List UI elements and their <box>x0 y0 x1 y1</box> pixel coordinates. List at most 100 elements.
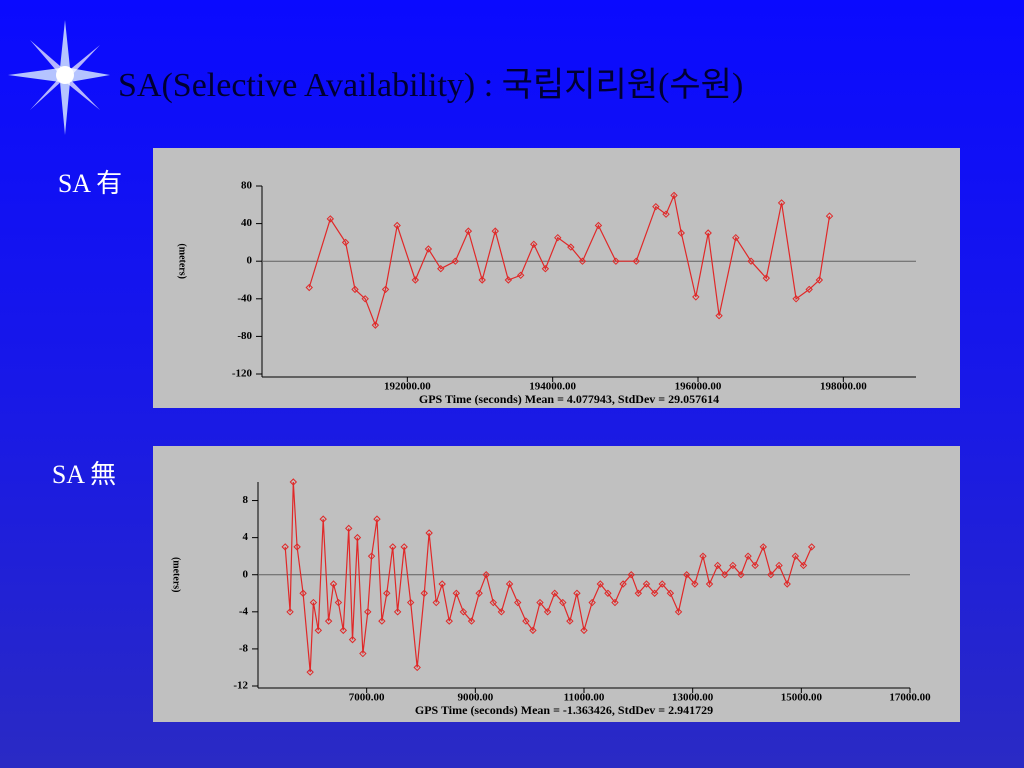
point-marker <box>305 283 313 292</box>
point-marker <box>339 626 348 635</box>
point-marker <box>373 515 381 523</box>
x-tick-label: 9000.00 <box>457 692 493 704</box>
point-marker <box>732 233 740 242</box>
point-marker <box>314 626 323 635</box>
point-marker <box>580 626 588 635</box>
point-marker <box>361 295 369 303</box>
point-marker <box>775 561 783 570</box>
point-marker <box>670 191 678 200</box>
x-axis-label: GPS Time (seconds) Mean = -1.363426, Std… <box>415 703 713 717</box>
point-marker <box>324 617 333 625</box>
point-marker <box>619 580 627 588</box>
point-marker <box>351 285 359 294</box>
chart: SA 有 80 40 0 -40 -80 -120 192000.00 194000.00 196… <box>58 148 960 408</box>
point-marker <box>566 617 574 625</box>
point-marker <box>677 229 685 237</box>
point-marker <box>497 608 506 616</box>
point-marker <box>309 598 318 607</box>
point-marker <box>381 285 390 294</box>
point-marker <box>393 608 402 616</box>
point-marker <box>326 215 335 223</box>
point-marker <box>705 580 714 588</box>
point-marker <box>371 321 380 329</box>
point-marker <box>612 257 620 265</box>
point-marker <box>425 529 433 537</box>
point-marker <box>559 598 567 607</box>
point-marker <box>550 589 559 597</box>
slide-title: SA(Selective Availability) : 국립지리원(수원) <box>118 67 743 104</box>
x-tick-label: 7000.00 <box>349 692 385 704</box>
point-marker <box>692 293 700 301</box>
point-marker <box>464 227 473 235</box>
point-marker <box>306 668 314 676</box>
point-marker <box>289 478 298 486</box>
point-marker <box>713 561 722 570</box>
point-marker <box>632 257 640 265</box>
point-marker <box>393 221 401 230</box>
point-marker <box>364 608 372 616</box>
point-marker <box>792 295 800 303</box>
chart: SA 無 8 4 0 -4 -8 -12 7000.00 9000.00 11000.00 1300… <box>52 446 960 722</box>
point-marker <box>389 543 397 551</box>
y-axis-label: (meters) <box>177 243 188 279</box>
point-marker <box>634 589 643 597</box>
point-marker <box>467 617 476 625</box>
point-marker <box>666 589 675 597</box>
point-marker <box>642 580 651 588</box>
point-marker <box>353 533 362 542</box>
y-tick-label: 40 <box>241 217 253 229</box>
point-marker <box>383 589 391 597</box>
x-tick-label: 15000.00 <box>781 692 823 704</box>
point-marker <box>762 274 771 282</box>
point-marker <box>604 589 612 597</box>
point-marker <box>348 635 357 644</box>
point-marker <box>737 571 745 579</box>
point-marker <box>514 598 522 607</box>
series-line <box>308 193 831 327</box>
point-marker <box>411 276 420 284</box>
point-marker <box>815 276 824 284</box>
point-marker <box>438 580 446 588</box>
point-marker <box>334 598 343 607</box>
point-marker <box>536 598 544 607</box>
point-marker <box>777 199 786 207</box>
point-marker <box>286 608 294 616</box>
chart-title: SA 無 <box>52 460 116 489</box>
point-marker <box>329 580 338 588</box>
plot-panel <box>153 148 960 408</box>
y-tick-label: 80 <box>241 180 253 192</box>
point-marker <box>658 580 666 588</box>
point-marker <box>489 598 497 607</box>
point-marker <box>437 265 445 273</box>
point-marker <box>699 552 707 560</box>
point-marker <box>452 589 461 597</box>
chart-title: SA 有 <box>58 169 122 198</box>
point-marker <box>543 608 552 616</box>
point-marker <box>729 561 737 570</box>
point-marker <box>459 608 468 616</box>
point-marker <box>400 543 408 551</box>
y-tick-label: -4 <box>239 605 249 617</box>
x-tick-label: 196000.00 <box>675 381 722 393</box>
point-marker <box>783 580 791 588</box>
point-marker <box>715 312 723 320</box>
y-tick-label: 0 <box>243 568 249 580</box>
x-tick-label: 198000.00 <box>820 381 867 393</box>
x-tick-label: 17000.00 <box>889 692 931 704</box>
point-marker <box>652 202 660 211</box>
point-marker <box>825 212 834 220</box>
y-tick-label: -40 <box>237 292 252 304</box>
point-marker <box>319 515 327 523</box>
point-marker <box>791 552 800 560</box>
point-marker <box>578 257 587 265</box>
y-tick-label: 8 <box>243 494 249 506</box>
point-marker <box>281 543 289 551</box>
point-marker <box>504 276 513 284</box>
point-marker <box>627 571 635 579</box>
point-marker <box>650 589 659 597</box>
point-marker <box>691 580 699 588</box>
point-marker <box>805 285 813 294</box>
point-marker <box>751 561 759 570</box>
